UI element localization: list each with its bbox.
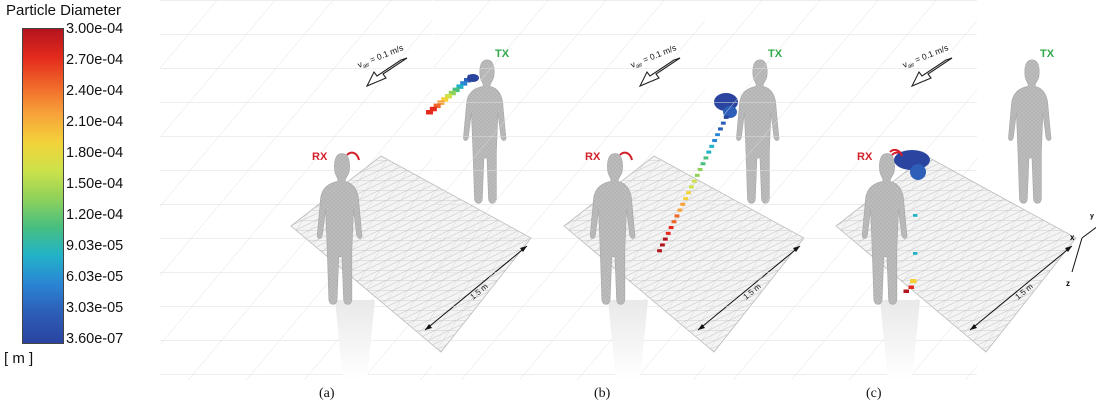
particle	[662, 237, 668, 241]
particle	[903, 289, 909, 293]
floor-reflection	[608, 300, 648, 380]
particle	[660, 243, 665, 247]
dimension-arrowhead	[698, 324, 705, 330]
caption-c: (c)	[866, 386, 882, 401]
colorbar-tick: 2.10e-04	[66, 114, 124, 130]
particle	[668, 226, 674, 230]
particle	[665, 231, 671, 235]
rx-label: RX	[312, 151, 328, 163]
wind-arrow	[365, 57, 408, 88]
colorbar-tick: 1.80e-04	[66, 145, 124, 161]
wind-arrow	[910, 57, 953, 88]
body-mesh	[590, 153, 636, 305]
rx-zone-marker	[619, 151, 633, 161]
colorbar-tick: 2.40e-04	[66, 83, 124, 99]
particle	[689, 185, 694, 189]
colorbar-tick: 1.50e-04	[66, 176, 124, 192]
dimension-arrowhead	[970, 324, 977, 330]
particle	[683, 197, 689, 201]
dimension-arrowhead	[425, 324, 432, 330]
axis-x-line	[1081, 226, 1096, 239]
particle	[674, 214, 680, 218]
particle	[657, 249, 662, 253]
axis-z-line	[1071, 237, 1083, 273]
particle	[700, 162, 706, 166]
particle	[908, 285, 914, 289]
colorbar-tick: 3.03e-05	[66, 300, 124, 316]
dimension-line	[969, 245, 1073, 331]
particle	[691, 179, 697, 183]
colorbar-tick: 3.00e-04	[66, 21, 124, 37]
rx-label: RX	[857, 151, 873, 163]
axis-y-label: y	[1090, 213, 1094, 220]
particle	[680, 202, 686, 206]
particle	[913, 252, 918, 255]
colorbar-tick: 2.70e-04	[66, 52, 124, 68]
dimension-arrowhead	[1065, 246, 1072, 252]
particle	[671, 220, 677, 224]
particle	[697, 168, 703, 172]
particle-cloud	[910, 164, 926, 180]
rx-label: RX	[585, 151, 601, 163]
colorbar-tick: 9.03e-05	[66, 238, 124, 254]
floor-reflection	[880, 300, 920, 380]
particle	[910, 279, 917, 284]
colorbar-tick: 1.20e-04	[66, 207, 124, 223]
tx-label: TX	[1040, 48, 1055, 60]
particle	[426, 110, 434, 115]
colorbar-tick: 6.03e-05	[66, 269, 124, 285]
caption-b: (b)	[594, 386, 611, 401]
caption-a: (a)	[319, 386, 335, 401]
unit-label: [ m ]	[4, 350, 34, 367]
particle	[694, 173, 700, 177]
rx-zone-marker	[346, 151, 360, 161]
colorbar	[22, 28, 64, 344]
rx-person	[861, 153, 908, 305]
axis-z-label: z	[1066, 279, 1070, 288]
legend-title: Particle Diameter	[6, 2, 122, 19]
tx-person	[1008, 59, 1052, 204]
body-mesh	[317, 153, 363, 305]
particle	[686, 191, 691, 195]
body-mesh	[1008, 59, 1052, 204]
floor-reflection	[335, 300, 375, 380]
rx-person	[316, 153, 363, 305]
rx-zone-marker	[889, 148, 903, 157]
wind-arrow	[638, 57, 681, 88]
rx-person	[589, 153, 636, 305]
body-mesh	[862, 153, 908, 305]
particle	[913, 214, 918, 217]
axis-x-label: x	[1070, 233, 1075, 242]
colorbar-tick: 3.60e-07	[66, 331, 124, 347]
particle	[677, 208, 683, 212]
